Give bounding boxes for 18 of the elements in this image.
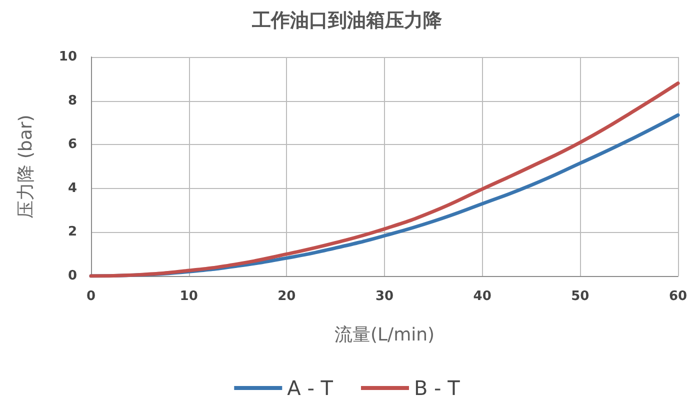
y-axis-title: 压力降 (bar) <box>16 114 36 218</box>
x-tick-label: 30 <box>375 289 394 304</box>
x-tick-label: 40 <box>473 289 492 304</box>
y-tick-label: 0 <box>68 268 77 284</box>
legend-label: A - T <box>287 376 334 400</box>
y-tick-label: 6 <box>68 137 77 152</box>
x-tick-label: 20 <box>278 289 296 304</box>
x-axis-title: 流量(L/min) <box>334 324 435 346</box>
x-tick-label: 50 <box>571 289 590 304</box>
y-tick-label: 4 <box>68 180 77 196</box>
y-tick-label: 10 <box>58 50 77 64</box>
x-tick-label: 60 <box>668 289 688 304</box>
chart-title: 工作油口到油箱压力降 <box>251 10 443 32</box>
x-tick-label: 0 <box>86 289 96 304</box>
y-tick-label: 2 <box>68 224 77 240</box>
legend-label: B - T <box>414 376 461 400</box>
y-tick-label: 8 <box>68 93 77 108</box>
x-tick-label: 10 <box>180 289 198 304</box>
